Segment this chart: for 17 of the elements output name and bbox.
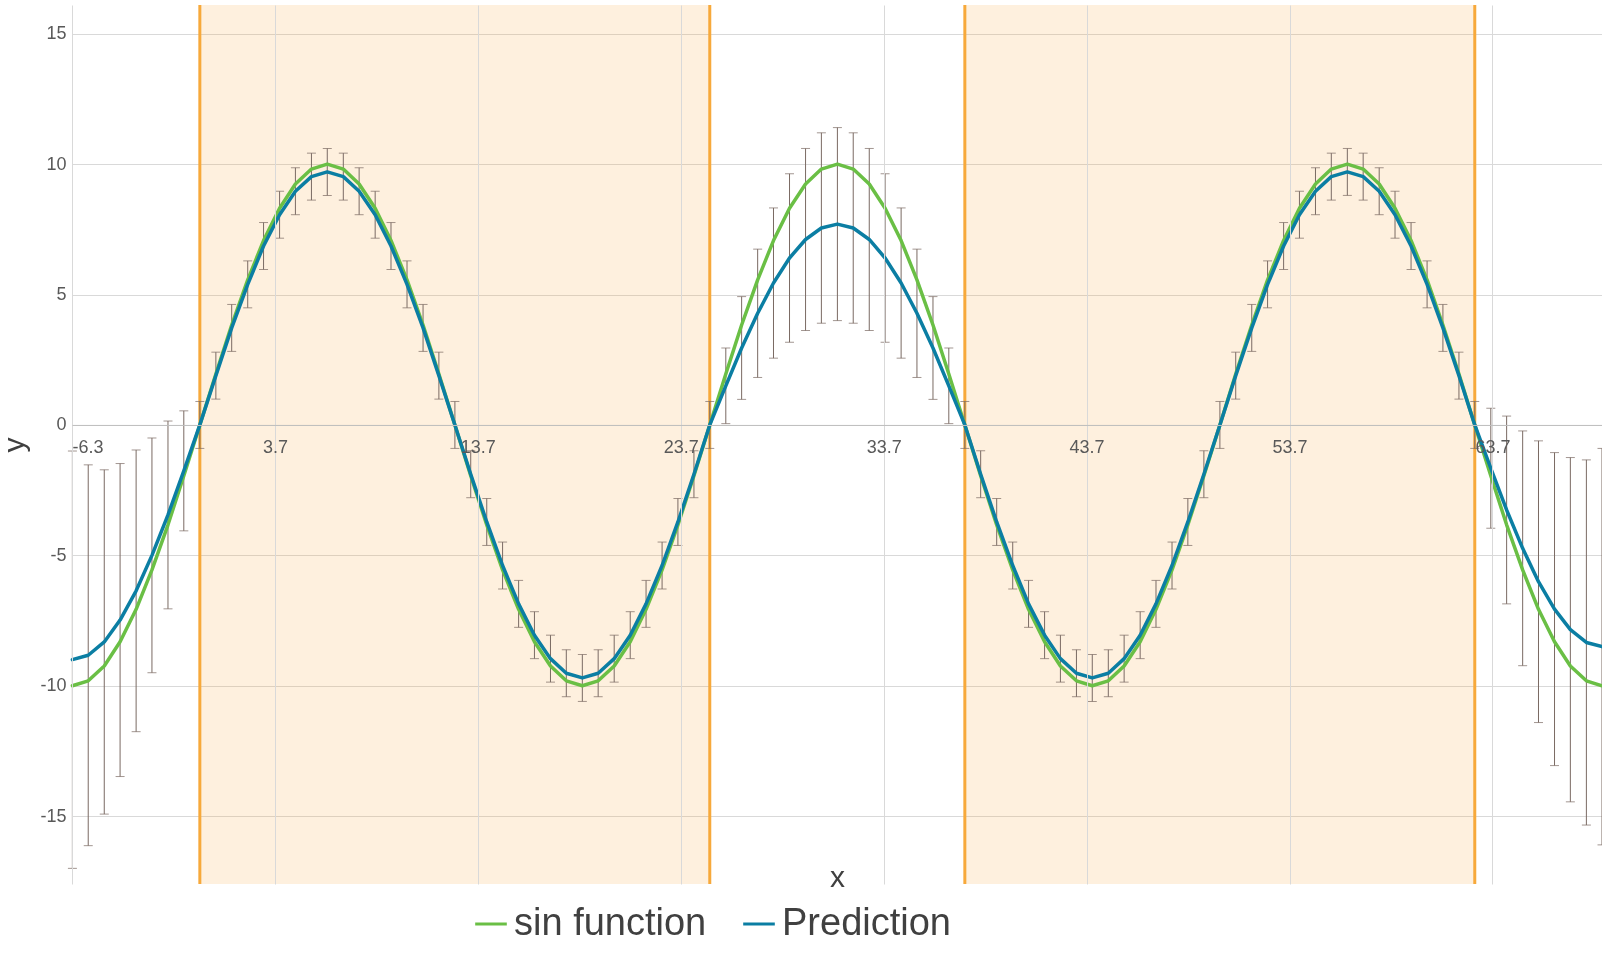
x-tick-label: 53.7 [1272,437,1308,458]
y-tick-label: -10 [40,675,67,696]
x-tick-label: -6.3 [72,437,104,458]
y-tick-label: 5 [56,284,67,305]
x-tick-label: 3.7 [262,437,288,458]
x-tick-label: 43.7 [1069,437,1105,458]
x-tick-label: 33.7 [866,437,902,458]
y-tick-label: 15 [46,23,67,44]
y-tick-label: 0 [56,414,67,435]
x-tick-label: 23.7 [663,437,699,458]
y-tick-label: 10 [46,153,67,174]
x-axis-title: x [830,859,845,893]
legend-label: Prediction [782,901,951,943]
y-tick-label: -15 [40,805,67,826]
y-axis-title: y [0,437,31,453]
legend-label: sin function [514,901,707,943]
y-tick-label: -5 [50,544,67,565]
